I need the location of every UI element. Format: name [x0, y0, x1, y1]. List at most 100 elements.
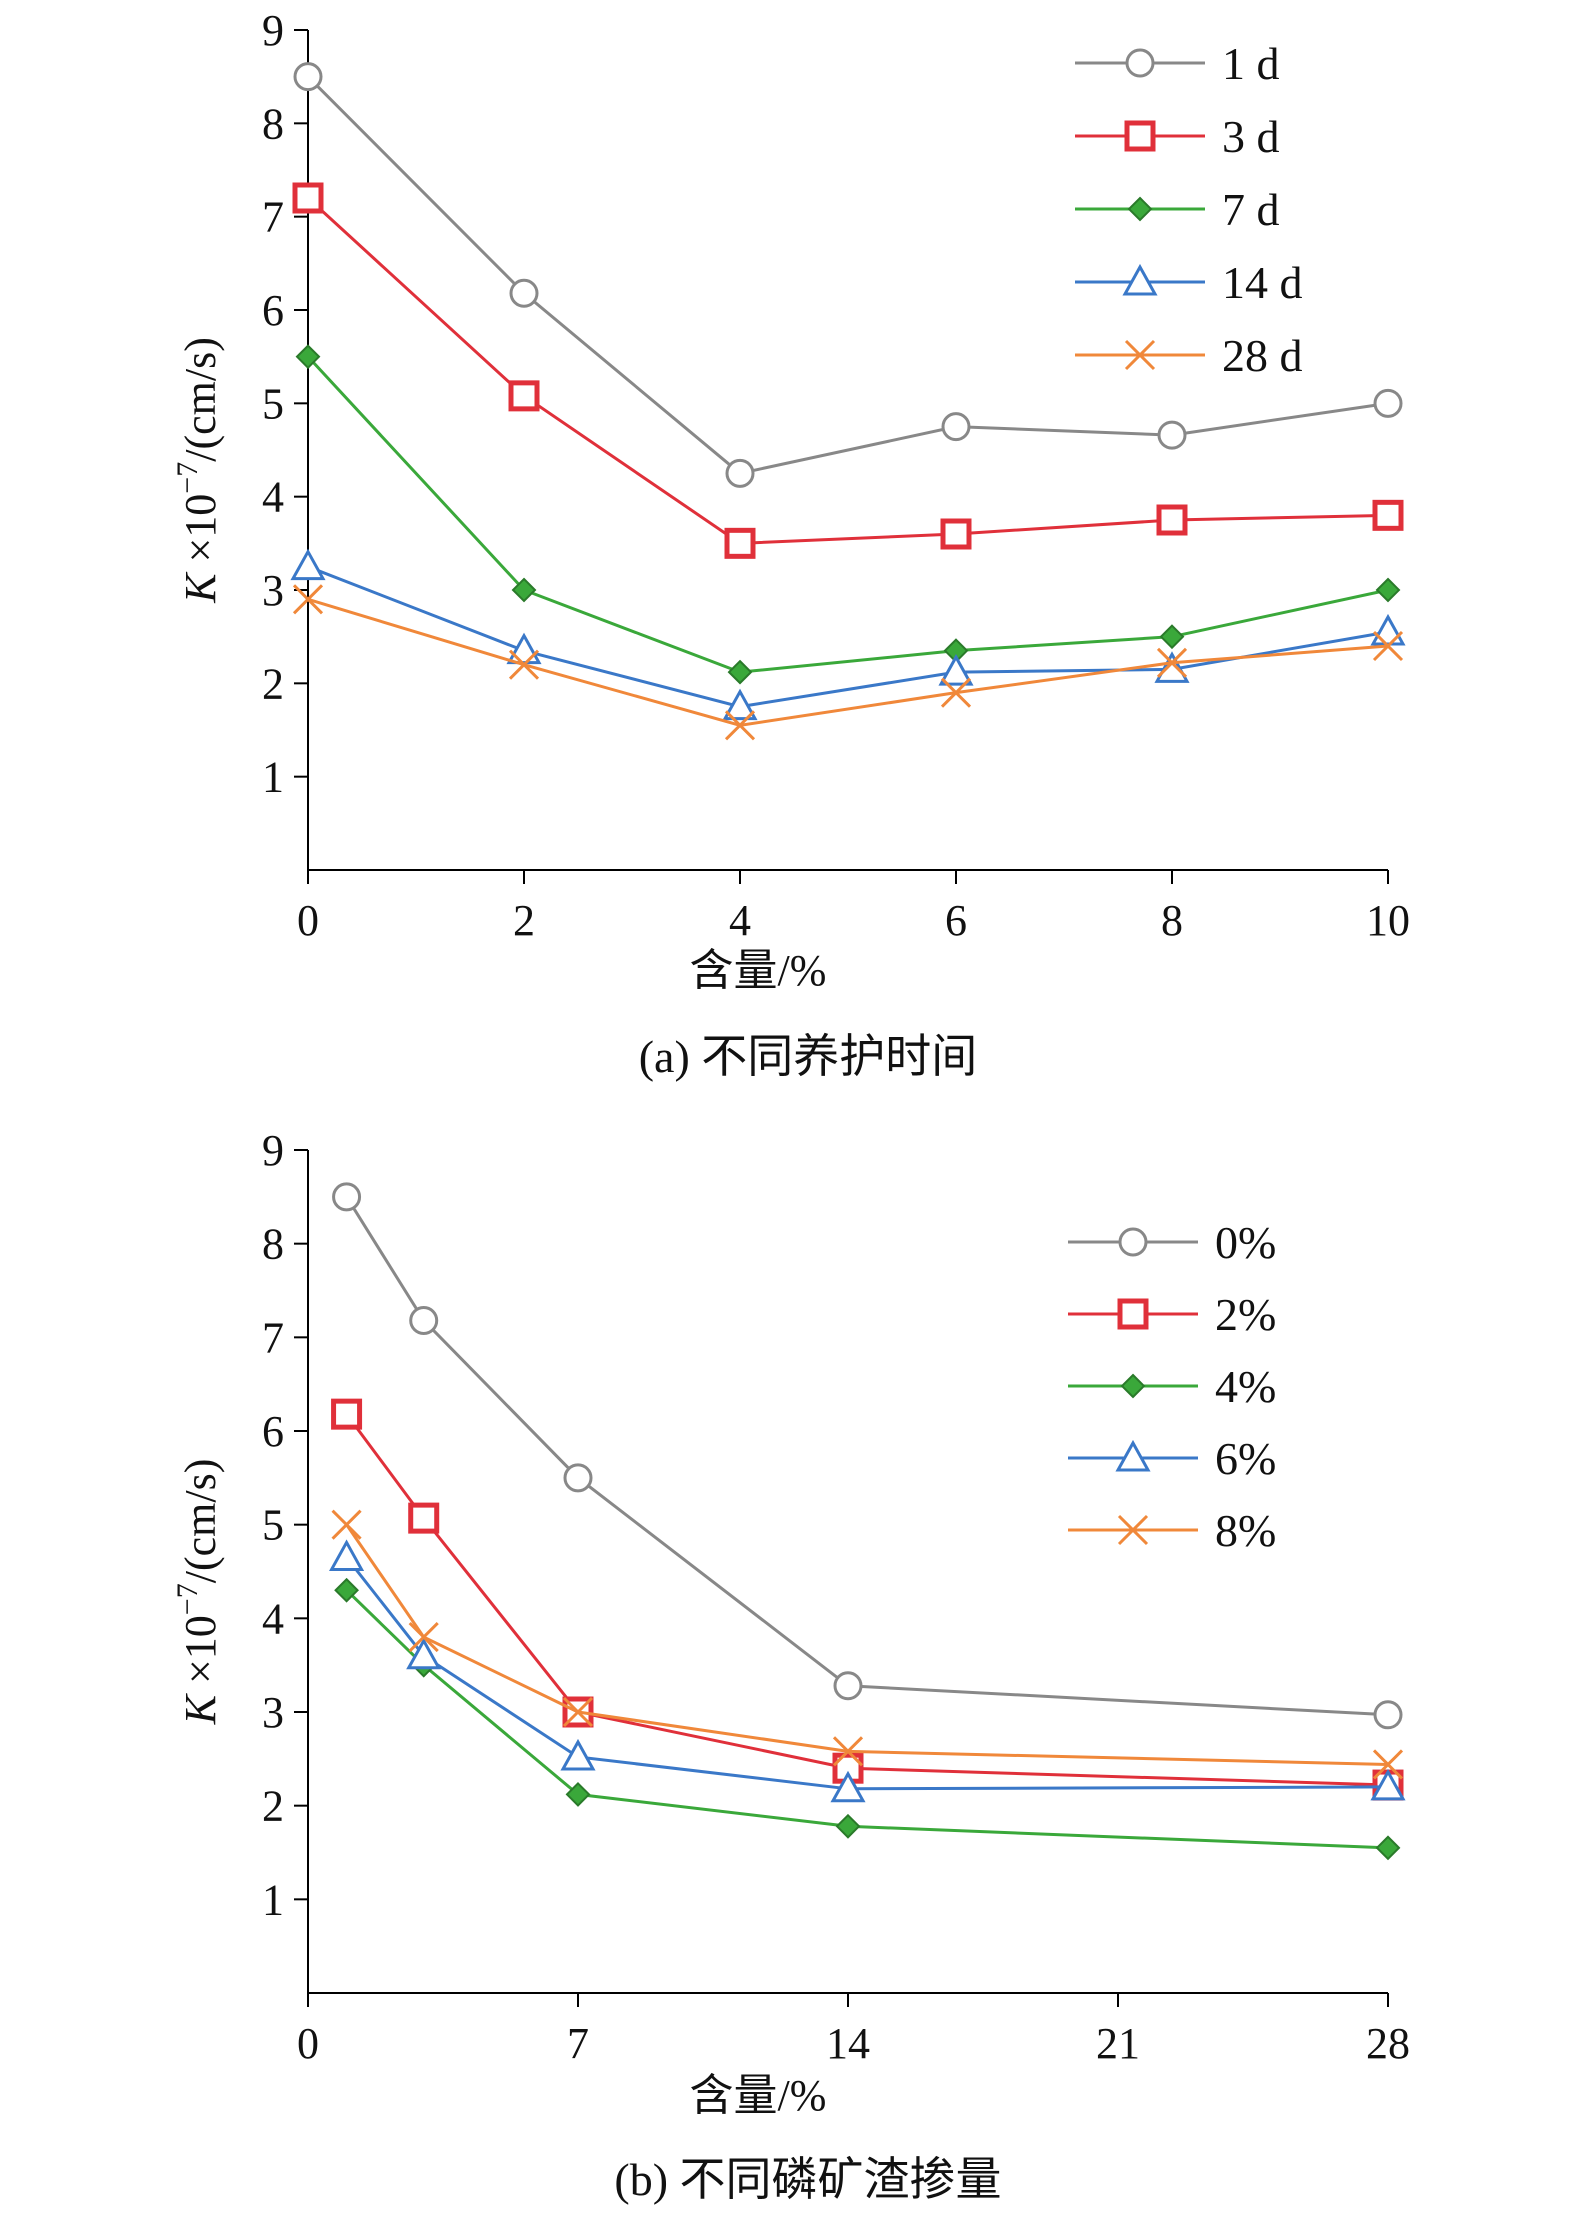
data-point: [334, 1577, 359, 1603]
data-point: [727, 659, 753, 685]
series-3: [290, 548, 1406, 721]
data-point: [290, 548, 326, 581]
data-point: [509, 278, 539, 308]
series-4: [331, 1509, 1404, 1780]
legend-entry: 14 d: [1075, 257, 1303, 308]
series-2: [295, 344, 1401, 685]
series-line: [307, 565, 1389, 709]
data-point: [835, 1813, 861, 1839]
x-axis-label: 含量/%: [690, 946, 827, 995]
data-point: [409, 1305, 439, 1335]
data-point: [331, 1398, 363, 1430]
legend-label: 14 d: [1222, 257, 1303, 308]
y-tick-label: 7: [262, 1313, 284, 1362]
data-point: [563, 1463, 593, 1493]
legend-marker: [1124, 339, 1156, 371]
series-line: [306, 75, 1389, 475]
series-line: [307, 597, 1389, 727]
y-tick-label: 8: [262, 1220, 284, 1269]
series-0: [332, 1182, 1403, 1730]
data-point: [406, 1637, 442, 1670]
y-axis-label: K ×10−7/(cm/s): [171, 1459, 225, 1726]
legend-label: 2%: [1215, 1289, 1276, 1340]
data-point: [292, 584, 324, 615]
data-point: [940, 677, 972, 708]
x-tick-label: 8: [1161, 896, 1183, 945]
data-point: [833, 1671, 863, 1701]
data-point: [508, 649, 540, 680]
x-tick-label: 0: [297, 2019, 319, 2068]
y-tick-label: 2: [262, 1782, 284, 1831]
y-tick-label: 4: [262, 473, 284, 522]
legend-label: 8%: [1215, 1505, 1276, 1556]
data-point: [332, 1182, 362, 1212]
data-point: [565, 1782, 591, 1807]
y-tick-label: 2: [262, 659, 284, 708]
y-tick-label: 8: [262, 99, 284, 148]
data-point: [408, 1622, 439, 1653]
data-point: [331, 1509, 362, 1540]
data-point: [506, 632, 542, 665]
series-3: [329, 1539, 1406, 1803]
chart-b: 1 2 3 4 5 6 7 8 9 0 7 14 21 28 含量/% K ×10−7/(cm/s) (b) 不…: [171, 1126, 1410, 2205]
legend-marker: [1125, 48, 1155, 78]
y-tick-label: 3: [262, 566, 284, 615]
data-point: [1159, 624, 1185, 650]
x-tick-label: 7: [567, 2019, 589, 2068]
y-tick-label: 4: [262, 1594, 284, 1643]
data-point: [1156, 647, 1188, 678]
legend-entry: 1 d: [1075, 38, 1280, 89]
x-tick-label: 0: [297, 896, 319, 945]
data-point: [560, 1738, 596, 1771]
data-point: [1373, 388, 1403, 418]
legend-marker: [1120, 1373, 1146, 1399]
x-tick-label: 28: [1366, 2019, 1410, 2068]
legend-entry: 7 d: [1075, 184, 1280, 235]
legend-marker: [1127, 196, 1153, 222]
y-tick-label: 5: [262, 379, 284, 428]
legend-entry: 4%: [1068, 1361, 1276, 1412]
data-point: [1156, 504, 1188, 536]
legend-entry: 2%: [1068, 1289, 1276, 1340]
series-line: [345, 1589, 1389, 1850]
data-point: [830, 1770, 866, 1803]
series-line: [306, 355, 1389, 674]
series-0: [293, 62, 1403, 488]
legend-label: 0%: [1215, 1217, 1276, 1268]
data-point: [1375, 577, 1401, 603]
y-tick-label: 9: [262, 1126, 284, 1175]
legend-entry: 8%: [1068, 1505, 1276, 1556]
legend-marker: [1117, 1298, 1149, 1330]
series-2: [334, 1577, 1401, 1861]
data-point: [1370, 1768, 1406, 1801]
y-tick-label: 1: [262, 753, 284, 802]
y-tick-label: 6: [262, 286, 284, 335]
series-4: [292, 584, 1404, 741]
legend-marker: [1115, 1439, 1151, 1472]
x-tick-label: 4: [729, 896, 751, 945]
data-point: [832, 1736, 864, 1767]
data-point: [1372, 499, 1404, 531]
chart-caption: (b) 不同磷矿渣掺量: [614, 2154, 1001, 2205]
legend-entry: 6%: [1068, 1433, 1276, 1484]
data-point: [292, 182, 324, 214]
data-point: [508, 380, 540, 412]
data-point: [1154, 651, 1190, 683]
x-axis-label: 含量/%: [690, 2071, 827, 2120]
x-tick-label: 14: [826, 2019, 870, 2068]
series-line: [345, 1556, 1389, 1791]
x-tick-label: 10: [1366, 896, 1410, 945]
data-point: [562, 1696, 594, 1728]
x-tick-label: 6: [945, 896, 967, 945]
y-tick-label: 9: [262, 6, 284, 55]
data-point: [295, 344, 321, 370]
legend-entry: 28 d: [1075, 330, 1303, 381]
data-point: [329, 1539, 365, 1571]
data-point: [941, 412, 971, 442]
series-line: [306, 196, 1389, 545]
x-tick-label: 2: [513, 896, 535, 945]
data-point: [725, 458, 755, 488]
data-point: [1370, 613, 1406, 646]
data-point: [408, 1502, 440, 1534]
y-axis-label: K ×10−7/(cm/s): [171, 337, 225, 604]
